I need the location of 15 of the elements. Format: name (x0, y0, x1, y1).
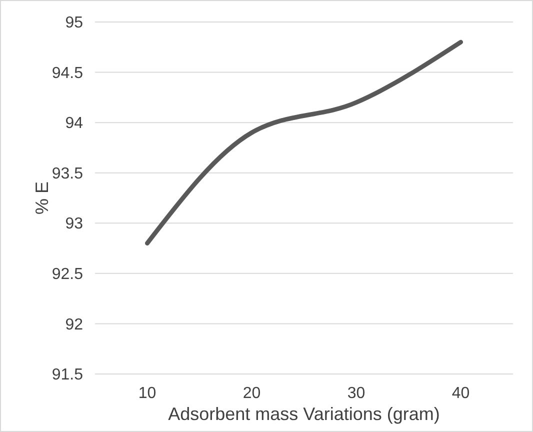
line-series (145, 40, 463, 246)
x-tick-label: 10 (138, 385, 156, 402)
x-tick-label: 30 (347, 385, 366, 402)
y-tick-label: 94 (65, 115, 84, 132)
y-tick-label: 93.5 (52, 165, 84, 182)
y-tick-label: 91.5 (52, 366, 84, 384)
y-tick-label: 94.5 (52, 64, 84, 82)
x-axis-title: Adsorbent mass Variations (gram) (168, 404, 440, 424)
x-tick-label: 20 (242, 385, 261, 402)
y-tick-label: 93 (65, 216, 84, 233)
y-axis-title: % E (32, 181, 52, 215)
y-tick-label: 92 (65, 316, 84, 334)
y-tick-label: 95 (65, 14, 84, 32)
y-tick-label: 92.5 (52, 266, 84, 284)
x-tick-label: 40 (452, 385, 470, 402)
